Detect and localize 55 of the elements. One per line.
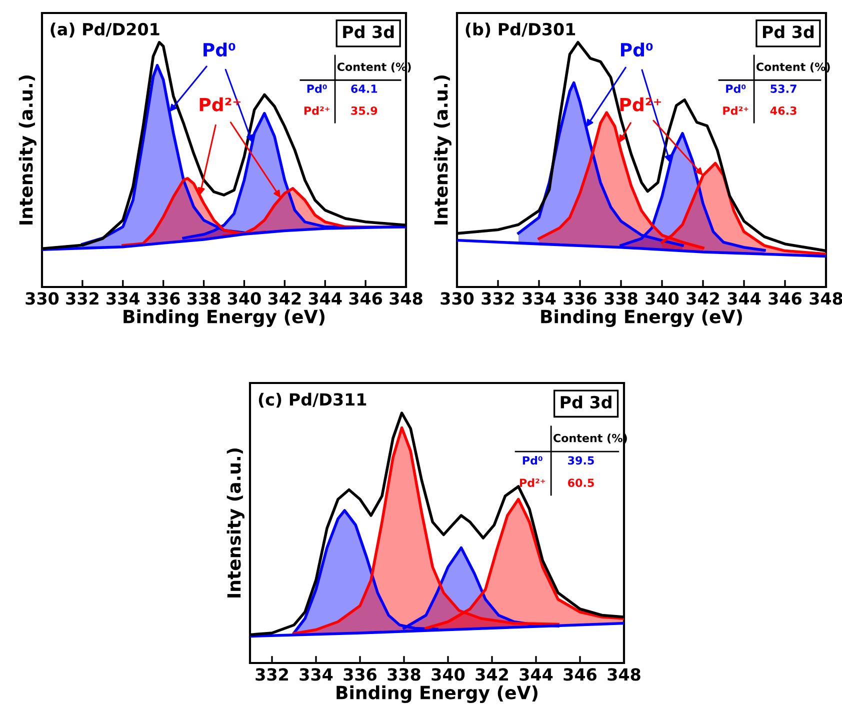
- annotation: Pd⁰: [204, 42, 236, 57]
- annotation: Pd²⁺: [723, 106, 748, 115]
- x-tick-label: 348: [810, 292, 842, 305]
- x-tick-label: 346: [349, 292, 382, 305]
- x-tick-label: 340: [432, 668, 465, 681]
- y-axis-title: Intensity (a.u.): [226, 448, 244, 598]
- x-tick-label: 338: [604, 292, 638, 305]
- annotation: 46.3: [770, 106, 796, 115]
- x-tick-label: 344: [728, 292, 761, 305]
- x-axis-title: Binding Energy (eV): [124, 309, 324, 327]
- x-axis-title: Binding Energy (eV): [541, 309, 742, 327]
- annotation: Pd⁰: [726, 84, 746, 93]
- chart-title: (a) Pd/D201: [50, 22, 160, 38]
- x-tick-label: 348: [608, 668, 640, 681]
- chart-title: (c) Pd/D311: [258, 392, 366, 408]
- chart-title: (b) Pd/D301: [466, 22, 576, 38]
- x-tick-label: 334: [106, 292, 140, 305]
- text: Pd 3d: [343, 25, 394, 38]
- annotation: Pd⁰: [621, 42, 653, 57]
- x-tick-label: 340: [646, 292, 679, 305]
- x-tick-label: 340: [228, 292, 261, 305]
- x-tick-label: 346: [564, 668, 596, 681]
- x-tick-label: 342: [476, 668, 508, 681]
- annotation: Pd⁰: [522, 456, 542, 465]
- x-tick-label: 346: [768, 292, 802, 305]
- x-tick-label: 332: [482, 292, 514, 305]
- x-tick-label: 342: [268, 292, 301, 305]
- x-tick-label: 338: [388, 668, 420, 681]
- x-tick-label: 334: [300, 668, 333, 681]
- x-tick-label: 334: [522, 292, 556, 305]
- annotation: Pd⁰: [307, 84, 327, 93]
- x-tick-label: 336: [564, 292, 596, 305]
- annotation: 53.7: [770, 84, 796, 93]
- x-tick-label: 336: [147, 292, 180, 305]
- y-axis-title: Intensity (a.u.): [434, 75, 452, 224]
- annotation: 35.9: [351, 106, 378, 115]
- x-axis-title: Binding Energy (eV): [336, 685, 538, 703]
- x-tick-label: 330: [26, 292, 59, 305]
- x-tick-label: 338: [188, 292, 220, 305]
- x-tick-label: 344: [520, 668, 553, 681]
- annotation: Pd²⁺: [520, 478, 546, 488]
- annotation: 39.5: [568, 456, 594, 465]
- x-tick-label: 336: [344, 668, 376, 681]
- annotation: 64.1: [351, 84, 378, 93]
- x-tick-label: 342: [686, 292, 719, 305]
- y-axis-title: Intensity (a.u.): [18, 75, 36, 224]
- x-tick-label: 332: [66, 292, 98, 305]
- x-tick-label: 348: [390, 292, 422, 305]
- annotation: 60.5: [568, 478, 594, 488]
- annotation: Pd²⁺: [304, 106, 330, 115]
- x-tick-label: 344: [308, 292, 342, 305]
- text: Pd 3d: [762, 25, 814, 38]
- x-tick-label: 330: [440, 292, 474, 305]
- x-tick-label: 332: [256, 668, 288, 681]
- text: Pd 3d: [560, 396, 612, 408]
